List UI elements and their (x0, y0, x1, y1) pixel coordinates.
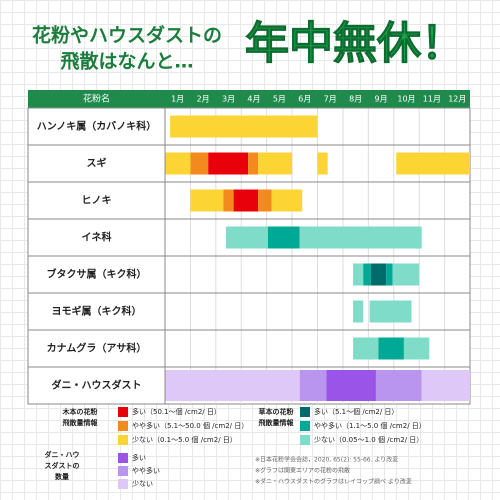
segment (299, 370, 327, 401)
header-bg (28, 90, 470, 108)
segment (258, 152, 293, 175)
month-label: 10月 (397, 95, 415, 104)
segment (353, 300, 364, 323)
month-label: 11月 (423, 95, 441, 104)
legend-title: 草本の花粉 (259, 407, 294, 416)
row-label: カナムグラ（アサ科） (47, 342, 147, 355)
segment (258, 189, 272, 212)
row-label: スギ (87, 157, 107, 170)
legend-swatch (118, 407, 128, 417)
legend-swatch (300, 435, 310, 445)
month-label: 1月 (171, 95, 184, 104)
segment (170, 115, 318, 138)
segment (392, 263, 420, 286)
segment (421, 370, 470, 401)
row-label: ヨモギ属（キク科） (52, 305, 142, 318)
legend-label: やや多い (132, 466, 160, 475)
segment (369, 300, 412, 323)
month-label: 9月 (374, 95, 387, 104)
segment (248, 152, 259, 175)
legend-title: 飛散量情報 (258, 418, 295, 427)
segment (190, 189, 224, 212)
segment (396, 152, 470, 175)
segment (233, 189, 259, 212)
month-label: 7月 (324, 95, 337, 104)
legend-title: ダニ・ハウ (45, 450, 80, 459)
segment (353, 263, 364, 286)
legend-label: 多い（5.1～個 /cm2/ 日） (314, 407, 398, 416)
month-label: 2月 (197, 95, 210, 104)
segment (271, 189, 303, 212)
month-label: 3月 (222, 95, 235, 104)
note: ※ダニ・ハウスダストのグラフはレイコップ調べ より改変 (255, 478, 412, 486)
segment (165, 152, 191, 175)
title-big: 年中無休！ (245, 18, 465, 69)
row-label: ブタクサ属（キク科） (47, 268, 147, 281)
segment (375, 370, 422, 401)
legend-swatch (118, 479, 128, 489)
header-label: 花粉名 (83, 93, 110, 105)
legend-label: 多い（50.1～個 /cm2/ 日） (132, 407, 221, 416)
segment (226, 226, 268, 249)
legend-swatch (300, 407, 310, 417)
month-label: 12月 (448, 95, 466, 104)
segment (363, 263, 371, 286)
legend-swatch (300, 421, 310, 431)
legend-label: やや多い（1.1～5.0 個 /cm2/ 日） (314, 421, 426, 430)
segment (353, 337, 379, 360)
row-label: ヒノキ (82, 195, 112, 207)
legend-swatch (118, 421, 128, 431)
legend-title: スダストの (45, 461, 80, 470)
month-label: 6月 (298, 95, 311, 104)
row-label: ハンノキ属（カバノキ科） (37, 120, 157, 133)
note: ※日本花粉学会会誌，2020, 65(2): 55-66. より改変 (255, 456, 398, 464)
row-label: ダニ・ハウスダスト (52, 379, 142, 392)
title-line: 花粉やハウスダストの (32, 24, 222, 47)
legend-title: 木本の花粉 (62, 407, 98, 416)
segment (403, 337, 430, 360)
row-label: イネ科 (82, 231, 112, 244)
segment (317, 152, 328, 175)
segment (326, 370, 376, 401)
segment (208, 152, 249, 175)
legend-label: 多い (132, 453, 146, 462)
legend-swatch (118, 435, 128, 445)
segment (299, 226, 422, 249)
segment (386, 263, 393, 286)
segment (378, 337, 404, 360)
month-label: 4月 (247, 95, 260, 104)
month-label: 5月 (273, 95, 286, 104)
month-label: 8月 (349, 95, 362, 104)
segment (165, 370, 300, 401)
legend-label: 少ない（0.05～1.0 個 /cm2/ 日） (314, 435, 423, 444)
legend-label: 少ない (132, 480, 153, 488)
segment (190, 152, 209, 175)
legend-label: 少ない（0.1～5.0 個 /cm2/ 日） (132, 435, 237, 444)
legend-label: やや多い（5.1～50.0 個 /cm2/ 日） (132, 421, 248, 430)
legend-title: 飛散量情報 (62, 418, 99, 427)
legend-swatch (118, 453, 128, 463)
legend-title: 数量 (55, 472, 69, 481)
segment (223, 189, 234, 212)
legend-swatch (118, 466, 128, 476)
note: ※グラフは関東エリアの花粉の飛散 (255, 467, 350, 475)
title-line: 飛散はなんと… (60, 50, 193, 73)
segment (267, 226, 300, 249)
segment (370, 263, 387, 286)
